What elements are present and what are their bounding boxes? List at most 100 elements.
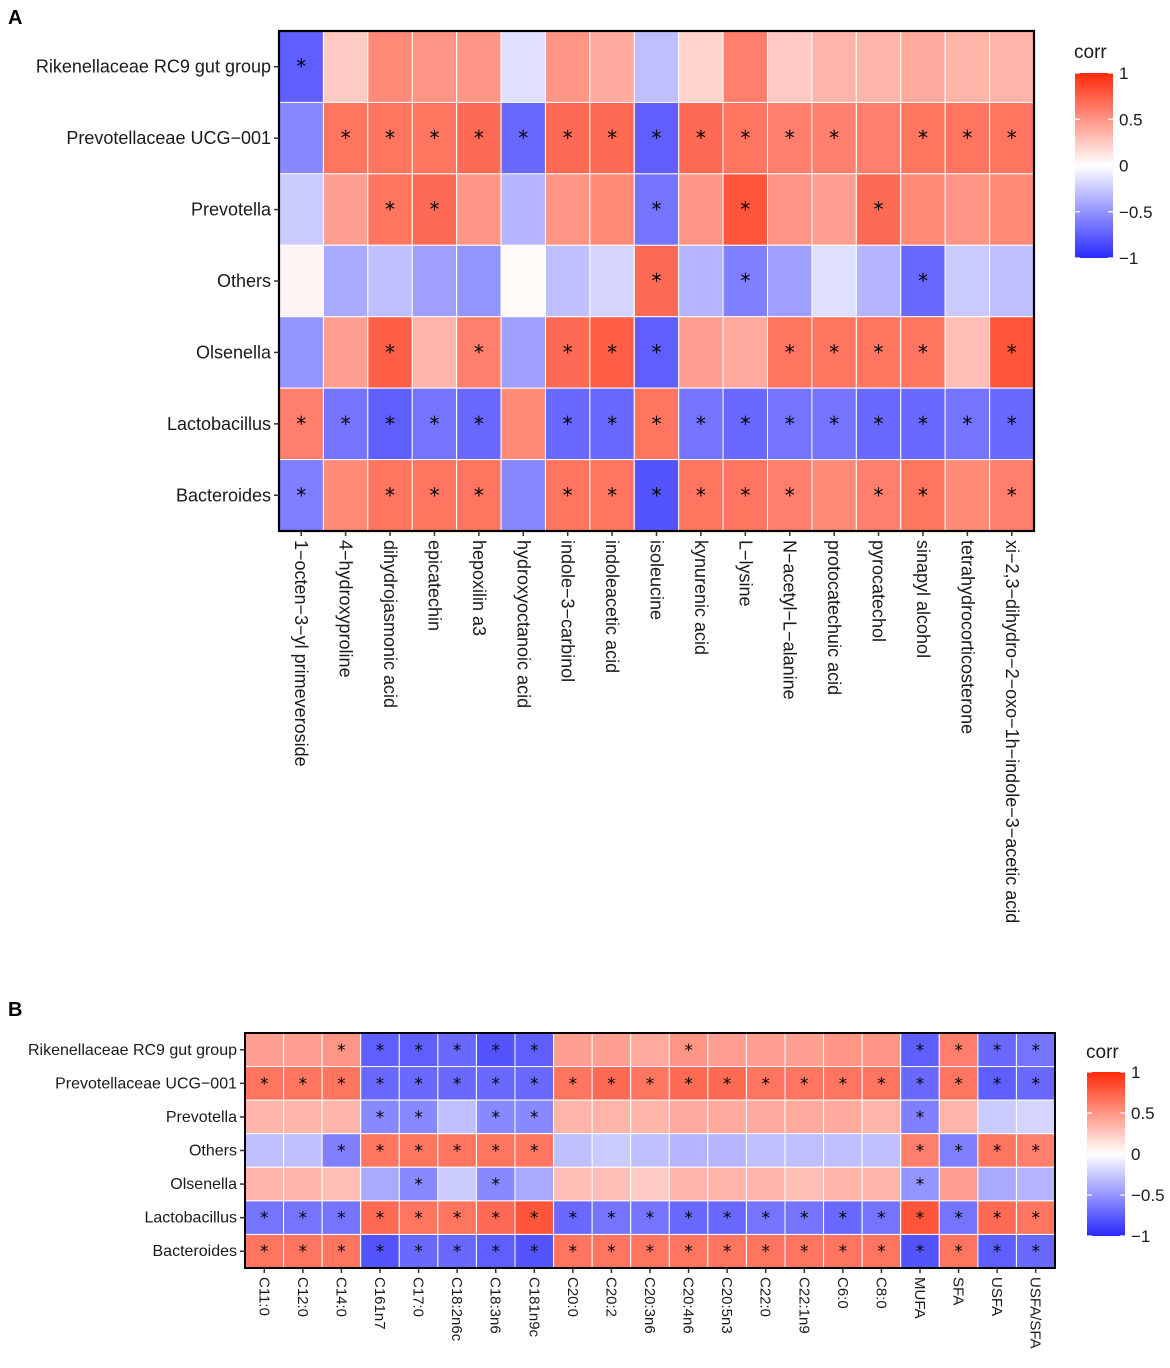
- panel-a-tag: A: [8, 7, 22, 29]
- heatmap-cell: [989, 101, 1035, 175]
- heatmap-cell: [553, 1099, 593, 1135]
- significance-star: *: [761, 1074, 770, 1094]
- heatmap-cell: [500, 101, 546, 175]
- significance-star: *: [916, 1074, 925, 1094]
- heatmap-cell: [900, 387, 946, 461]
- heatmap-cell: [514, 1233, 555, 1269]
- heatmap-cell: [707, 1099, 747, 1135]
- heatmap-cell: [989, 387, 1035, 461]
- significance-star: *: [962, 126, 972, 150]
- column-label: C22:0: [757, 1277, 774, 1317]
- significance-star: *: [414, 1142, 423, 1162]
- significance-star: *: [296, 483, 306, 507]
- heatmap-cell: [668, 1032, 709, 1068]
- heatmap-cell: [321, 1166, 362, 1202]
- significance-star: *: [341, 126, 351, 150]
- heatmap-cell: [944, 316, 991, 389]
- significance-star: *: [414, 1242, 423, 1262]
- legend-tick-label: 1: [1119, 64, 1128, 83]
- heatmap-cell: [360, 1133, 400, 1168]
- heatmap-cell: [322, 387, 369, 461]
- heatmap-cell: [722, 244, 769, 318]
- significance-star: *: [962, 412, 972, 436]
- significance-star: *: [684, 1242, 693, 1262]
- column-label: epicatechin: [424, 540, 444, 631]
- heatmap-cell: [278, 101, 324, 175]
- legend-tick-label: 0.5: [1131, 1104, 1155, 1123]
- heatmap-cell: [244, 1099, 285, 1135]
- column-label: C6:0: [834, 1277, 851, 1309]
- significance-star: *: [740, 198, 750, 222]
- heatmap-cell: [553, 1233, 593, 1269]
- heatmap-cell: [900, 1200, 940, 1235]
- row-label: Olsenella: [170, 1176, 237, 1193]
- significance-star: *: [518, 126, 528, 150]
- significance-star: *: [918, 483, 928, 507]
- significance-star: *: [877, 1242, 886, 1262]
- heatmap-cell: [745, 1133, 786, 1168]
- heatmap-cell: [944, 244, 991, 318]
- heatmap-cell: [514, 1133, 555, 1168]
- heatmap-cell: [633, 173, 680, 246]
- heatmap-cell: [398, 1200, 439, 1235]
- heatmap-cell: [722, 459, 769, 532]
- heatmap-cell: [278, 30, 324, 103]
- heatmap-cell: [989, 30, 1035, 103]
- significance-star: *: [800, 1209, 809, 1229]
- significance-star: *: [916, 1108, 925, 1128]
- heatmap-cell: [456, 173, 502, 246]
- heatmap-cell: [278, 244, 324, 318]
- heatmap-cell: [938, 1166, 979, 1202]
- heatmap-cell: [784, 1233, 825, 1269]
- heatmap-cell: [514, 1099, 555, 1135]
- heatmap-cell: [591, 1233, 632, 1269]
- heatmap-cell: [668, 1166, 709, 1202]
- heatmap-cell: [900, 30, 946, 103]
- row-label: Bacteroides: [176, 485, 271, 505]
- heatmap-cell: [633, 316, 680, 389]
- heatmap-cell: [437, 1066, 477, 1101]
- heatmap-cell: [855, 459, 902, 532]
- significance-star: *: [839, 1209, 848, 1229]
- heatmap-cell: [630, 1200, 670, 1235]
- significance-star: *: [299, 1242, 308, 1262]
- column-label: xi−2,3−dihydro−2−oxo−1h−indole−3−acetic …: [1002, 540, 1022, 923]
- heatmap-cell: [278, 459, 324, 532]
- significance-star: *: [1031, 1074, 1040, 1094]
- significance-star: *: [453, 1142, 462, 1162]
- heatmap-cell: [707, 1166, 747, 1202]
- heatmap-cell: [411, 244, 458, 318]
- heatmap-cell: [553, 1032, 593, 1068]
- heatmap-cell: [811, 173, 857, 246]
- heatmap-cell: [437, 1133, 477, 1168]
- heatmap-cell: [977, 1133, 1017, 1168]
- significance-star: *: [414, 1209, 423, 1229]
- significance-star: *: [916, 1242, 925, 1262]
- heatmap-cell: [475, 1200, 516, 1235]
- heatmap-cell: [322, 30, 369, 103]
- heatmap-cell: [437, 1166, 477, 1202]
- heatmap-cell: [989, 244, 1035, 318]
- significance-star: *: [385, 198, 395, 222]
- heatmap-cell: [367, 173, 413, 246]
- heatmap-cell: [360, 1200, 400, 1235]
- significance-star: *: [993, 1242, 1002, 1262]
- heatmap-cell: [398, 1233, 439, 1269]
- significance-star: *: [696, 483, 706, 507]
- heatmap-cell: [411, 30, 458, 103]
- heatmap-cell: [745, 1166, 786, 1202]
- heatmap-cell: [630, 1099, 670, 1135]
- heatmap-cell: [475, 1166, 516, 1202]
- significance-star: *: [453, 1074, 462, 1094]
- legend-tick-label: −1: [1119, 249, 1138, 268]
- heatmap-cell: [668, 1133, 709, 1168]
- heatmap-cell: [977, 1066, 1017, 1101]
- significance-star: *: [839, 1242, 848, 1262]
- significance-star: *: [491, 1041, 500, 1061]
- significance-star: *: [569, 1074, 578, 1094]
- heatmap-cell: [823, 1032, 863, 1068]
- significance-star: *: [414, 1175, 423, 1195]
- significance-star: *: [993, 1209, 1002, 1229]
- legend-panel-a: corr 1 0.5 0 −0.5 −1: [1074, 42, 1153, 268]
